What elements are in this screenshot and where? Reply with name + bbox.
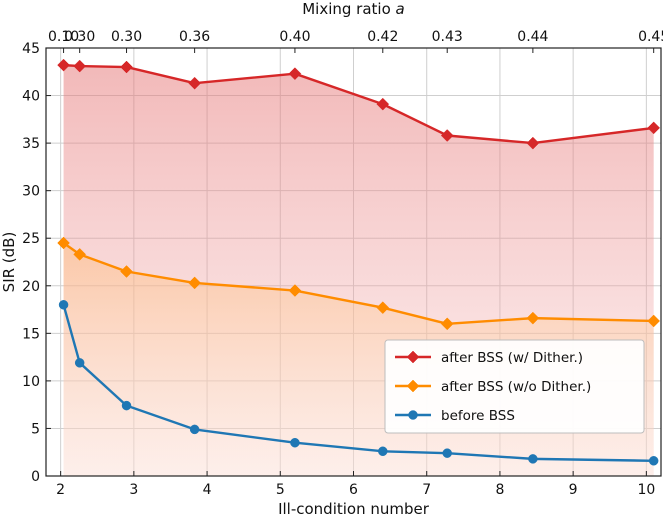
- x-tick-label: 6: [349, 482, 358, 498]
- series-2-point: [528, 454, 538, 464]
- x-tick-label: 5: [276, 482, 285, 498]
- legend-marker-1: [406, 379, 420, 393]
- series-1-point: [73, 248, 87, 261]
- top-tick-label: 0.44: [517, 29, 548, 45]
- top-axis-title: Mixing ratio a: [302, 0, 405, 18]
- series-0-point: [376, 97, 390, 111]
- series-0-point: [57, 58, 70, 72]
- y-tick-label: 25: [22, 231, 40, 247]
- series-2-point: [74, 358, 85, 368]
- x-tick-label: 7: [422, 482, 431, 498]
- series-1-point: [526, 311, 540, 325]
- top-tick-label: 0.30: [111, 29, 142, 45]
- x-tick-label: 3: [129, 482, 138, 498]
- series-1-point: [188, 276, 201, 290]
- series-0-point: [647, 121, 661, 135]
- y-tick-label: 40: [22, 89, 40, 105]
- y-tick-label: 10: [22, 374, 40, 390]
- top-tick-label: 0.36: [179, 29, 210, 45]
- series-0-point: [120, 60, 133, 74]
- top-tick-label: 0.30: [64, 29, 95, 45]
- x-tick-label: 2: [56, 482, 65, 498]
- top-tick-label: 0.43: [432, 29, 463, 45]
- legend-marker-0: [406, 350, 420, 364]
- series-1-point: [440, 317, 454, 331]
- x-tick-label: 4: [203, 482, 212, 498]
- y-tick-label: 15: [22, 326, 40, 342]
- series-2-point: [378, 446, 388, 457]
- series-markers: [57, 58, 661, 466]
- legend-label-2: before BSS: [441, 408, 515, 424]
- series-1-point: [288, 284, 302, 297]
- top-tick-label: 0.42: [367, 29, 398, 45]
- series-0-point: [526, 136, 540, 150]
- legend-box: [384, 339, 645, 434]
- legend-label-1: after BSS (w/o Dither.): [441, 379, 591, 395]
- series-1-point: [647, 314, 661, 328]
- series-2-point: [58, 300, 69, 310]
- series-1-point: [376, 301, 390, 315]
- series-0-point: [440, 129, 454, 142]
- y-tick-label: 35: [22, 136, 40, 152]
- x-tick-label: 10: [637, 482, 655, 498]
- legend: after BSS (w/ Dither.) after BSS (w/o Dit…: [384, 339, 645, 434]
- top-tick-label: 0.10: [48, 29, 79, 45]
- series-0-point: [188, 76, 201, 90]
- legend-label-0: after BSS (w/ Dither.): [441, 350, 583, 366]
- x-tick-label: 8: [495, 482, 504, 498]
- series-2-point: [189, 424, 200, 435]
- y-tick-label: 20: [22, 279, 40, 295]
- y-tick-label: 0: [31, 469, 40, 485]
- top-axis-title-text: Mixing ratio: [302, 0, 395, 18]
- series-2-point: [442, 448, 452, 458]
- top-tick-label: 0.45: [638, 29, 663, 45]
- series-2-point: [121, 400, 132, 411]
- series-1-point: [57, 236, 70, 250]
- legend-marker-2: [408, 410, 418, 420]
- x-tick-label: 9: [569, 482, 578, 498]
- y-tick-label: 45: [22, 41, 40, 57]
- series-2-point: [290, 437, 300, 448]
- y-tick-label: 30: [22, 184, 40, 200]
- top-tick-label: 0.40: [279, 29, 310, 45]
- x-axis-title: Ill-condition number: [278, 500, 430, 518]
- top-axis-title-variable: a: [396, 0, 405, 18]
- series-0-point: [73, 59, 87, 73]
- y-tick-label: 5: [31, 421, 40, 437]
- series-0-point: [288, 67, 302, 81]
- series-2-point: [648, 456, 659, 466]
- y-axis-title: SIR (dB): [0, 232, 18, 293]
- series-1-point: [120, 265, 133, 278]
